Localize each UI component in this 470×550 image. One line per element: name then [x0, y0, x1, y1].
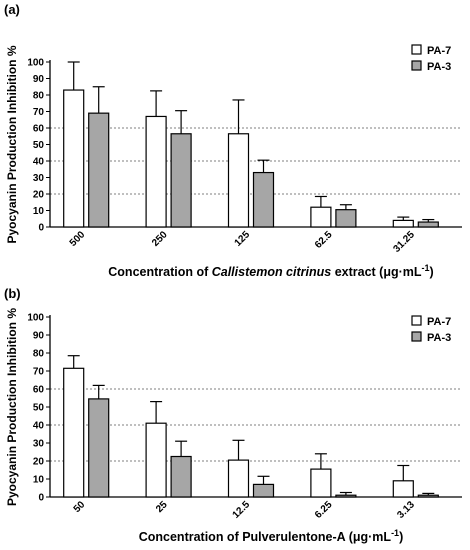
panel-letter: (a): [4, 2, 20, 17]
y-tick-label: 30: [33, 173, 45, 184]
bar-pa-3-500: [88, 112, 110, 228]
y-tick-label: 100: [27, 313, 44, 324]
x-axis-label: Concentration of Callistemon citrinus ex…: [108, 263, 433, 279]
y-tick-label: 0: [38, 493, 44, 504]
y-axis-label: Pyocyanin Production Inhibition %: [5, 308, 19, 506]
legend-swatch-pa-3: [411, 331, 422, 342]
y-axis-label: Pyocyanin Production Inhibition %: [5, 45, 19, 243]
x-axis-label: Concentration of Pulverulentone-A (μg·mL…: [139, 528, 404, 544]
y-tick-label: 40: [33, 421, 45, 432]
bar-pa-3-62.5: [335, 209, 357, 228]
chart-panel-a: (a) 0 10 20 30 40 50 60 70 80 90 100 Pyocyanin Produ…: [4, 2, 462, 279]
legend-label-pa-7: PA-7: [427, 45, 451, 57]
bar-pa-7-12.5: [227, 459, 250, 498]
y-tick-label: 70: [33, 367, 45, 378]
y-tick-label: 10: [33, 206, 45, 217]
bar-pa-3-125: [252, 171, 275, 228]
x-tick-label: 12.5: [231, 499, 253, 521]
chart-panel-b: (b) 0 10 20 30 40 50 60 70 80 90 100 Pyocyanin Produ…: [4, 286, 462, 544]
y-tick-label: 0: [38, 223, 44, 234]
y-tick-label: 30: [33, 439, 45, 450]
x-tick-label: 25: [154, 499, 170, 515]
x-tick-label: 50: [72, 499, 88, 515]
y-tick-label: 60: [33, 385, 45, 396]
bar-pa-7-250: [145, 115, 167, 228]
y-tick-label: 10: [33, 475, 45, 486]
x-tick-label: 62.5: [313, 229, 335, 251]
legend-swatch-pa-7: [411, 315, 422, 326]
y-tick-label: 80: [33, 91, 45, 102]
bar-pa-7-6.25: [310, 468, 332, 498]
y-tick-label: 60: [33, 124, 45, 135]
y-tick-label: 50: [33, 403, 45, 414]
y-tick-label: 40: [33, 157, 45, 168]
y-tick-label: 80: [33, 349, 45, 360]
y-tick-label: 90: [33, 74, 45, 85]
bar-pa-7-500: [63, 89, 85, 228]
bar-pa-3-250: [170, 133, 192, 228]
x-tick-label: 6.25: [313, 499, 335, 521]
y-tick-label: 20: [33, 190, 45, 201]
bar-pa-3-25: [170, 455, 192, 498]
bar-pa-7-25: [145, 422, 167, 498]
x-tick-label: 125: [233, 229, 253, 249]
x-tick-label: 3.13: [395, 499, 417, 521]
legend-label-pa-3: PA-3: [427, 61, 451, 73]
bar-pa-3-3.13: [417, 494, 439, 498]
legend-label-pa-7: PA-7: [427, 316, 451, 328]
legend-swatch-pa-7: [411, 44, 422, 55]
bar-pa-7-31.25: [392, 219, 414, 228]
bar-pa-7-3.13: [392, 480, 414, 498]
y-tick-label: 50: [33, 140, 45, 151]
x-tick-label: 250: [150, 229, 170, 249]
y-tick-label: 100: [27, 58, 44, 69]
x-tick-label: 31.25: [391, 229, 417, 255]
y-tick-label: 20: [33, 457, 45, 468]
bar-pa-7-125: [227, 133, 250, 228]
bar-pa-3-6.25: [335, 494, 357, 498]
y-tick-label: 70: [33, 107, 45, 118]
bar-pa-3-12.5: [252, 483, 275, 498]
bar-pa-3-31.25: [417, 221, 439, 228]
y-tick-label: 90: [33, 331, 45, 342]
legend-swatch-pa-3: [411, 60, 422, 71]
bar-pa-7-50: [63, 367, 85, 498]
bar-pa-7-62.5: [310, 206, 332, 228]
bar-pa-3-50: [88, 398, 110, 498]
legend-label-pa-3: PA-3: [427, 332, 451, 344]
x-tick-label: 500: [68, 229, 88, 249]
panel-letter: (b): [4, 286, 21, 301]
